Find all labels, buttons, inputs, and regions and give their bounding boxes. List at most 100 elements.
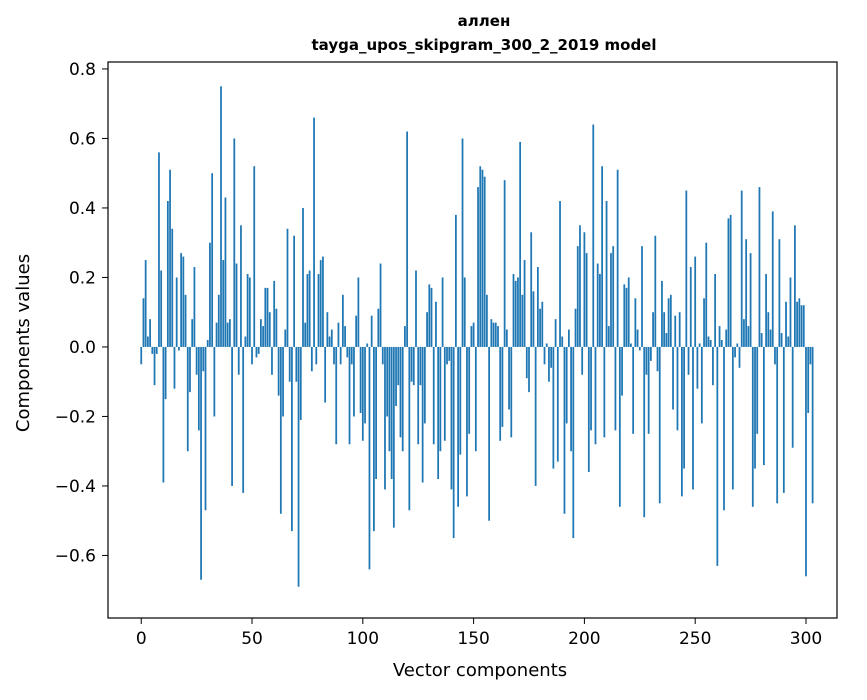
bar (705, 242, 708, 347)
bar (665, 333, 668, 347)
bar (333, 346, 335, 365)
bar (446, 346, 448, 365)
bar (669, 294, 672, 347)
bar (481, 169, 484, 347)
bar (723, 346, 725, 511)
bar (248, 277, 251, 347)
bar (364, 346, 366, 424)
bar (302, 207, 304, 347)
bar (282, 346, 284, 417)
bar (687, 346, 690, 375)
bar (195, 346, 198, 375)
bar (530, 232, 533, 347)
x-axis-ticks: 0 50 100 150 200 250 300 (136, 618, 822, 649)
bar (497, 326, 499, 347)
bar (581, 346, 584, 375)
bar (226, 322, 229, 347)
bar (288, 346, 291, 382)
bar (652, 312, 654, 347)
bar (548, 346, 550, 382)
bar (787, 336, 790, 347)
bar (441, 277, 444, 347)
bar (729, 214, 732, 347)
bar (805, 346, 807, 577)
bar (525, 346, 528, 379)
bar (736, 343, 739, 347)
chart-title: аллен (458, 12, 511, 30)
bar (377, 308, 380, 347)
bar (455, 214, 457, 347)
bar (796, 301, 798, 347)
bar (694, 256, 697, 347)
bar (257, 346, 260, 354)
bar (412, 346, 415, 386)
bar (228, 319, 231, 347)
bar (341, 294, 344, 347)
bar (789, 277, 792, 347)
y-tick-label: 0.0 (69, 338, 96, 358)
bar (337, 322, 340, 347)
bar (326, 312, 329, 347)
bar (707, 336, 710, 347)
bar (166, 201, 169, 347)
bar (743, 319, 745, 347)
bar (375, 346, 377, 479)
bar (627, 277, 630, 347)
bar (618, 346, 621, 507)
bar (246, 273, 249, 347)
bar (184, 294, 187, 347)
bar (539, 308, 541, 347)
bar (299, 346, 302, 420)
bar (244, 336, 247, 347)
bar (621, 346, 623, 396)
bar (794, 225, 796, 347)
bar (266, 287, 269, 347)
bar (308, 270, 311, 347)
bar (681, 346, 683, 497)
bar (712, 346, 714, 386)
bar (297, 346, 300, 587)
bar (592, 124, 595, 347)
bar (160, 270, 163, 347)
bar (519, 141, 522, 347)
bar (390, 346, 393, 479)
bar (443, 346, 446, 441)
bar (388, 346, 391, 452)
bar (151, 346, 154, 354)
bar (410, 346, 413, 382)
bar (224, 197, 227, 347)
bar (417, 346, 420, 445)
x-tick-label: 200 (568, 629, 600, 649)
bar (463, 277, 466, 347)
bar (570, 346, 572, 452)
bar (162, 346, 165, 483)
bar (747, 326, 750, 347)
bar (197, 346, 200, 431)
y-tick-label: −0.6 (55, 546, 96, 566)
bar (561, 336, 564, 347)
bar (448, 346, 451, 361)
bar (158, 152, 160, 347)
bar (479, 166, 482, 347)
bar (222, 260, 225, 347)
bar (605, 201, 608, 347)
bar (554, 319, 557, 347)
bar (450, 346, 453, 490)
bar (523, 260, 526, 347)
bar (268, 312, 271, 347)
bar (319, 260, 322, 347)
bar (260, 319, 262, 347)
bar (271, 346, 273, 375)
bar (406, 131, 409, 347)
bar (324, 346, 327, 403)
bar (798, 298, 801, 347)
bar (625, 287, 628, 347)
bar (295, 346, 298, 382)
bar (189, 346, 191, 393)
bar (235, 263, 238, 347)
bar (237, 346, 240, 375)
bar (587, 346, 590, 473)
bar (233, 138, 236, 347)
bar (142, 298, 145, 347)
